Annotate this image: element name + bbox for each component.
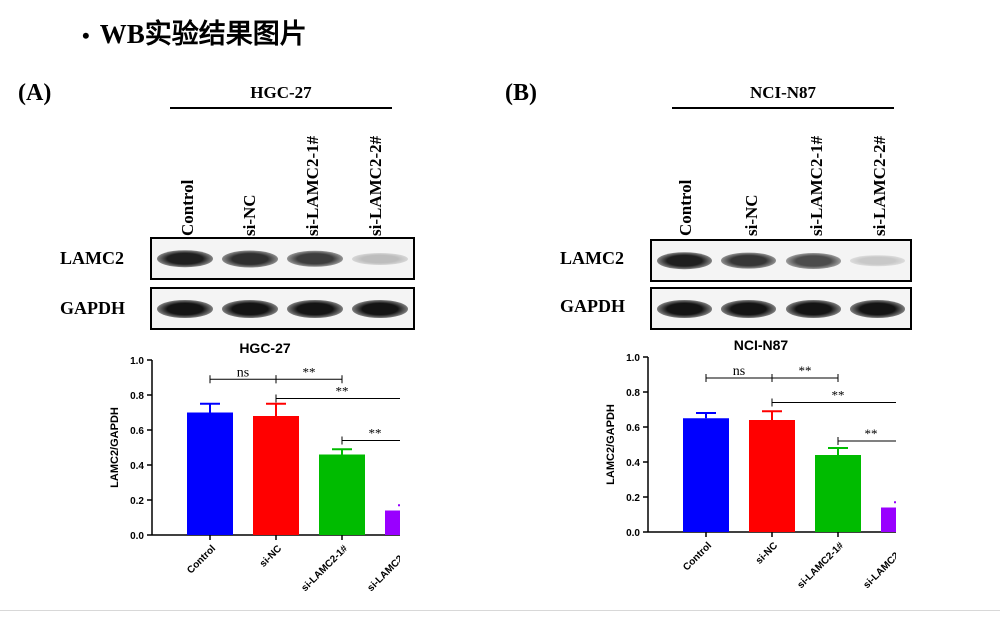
x-tick-label: si-NC bbox=[754, 540, 780, 566]
blot-band bbox=[352, 252, 409, 265]
y-tick-label: 1.0 bbox=[626, 353, 640, 364]
protein-label-a-lamc2: LAMC2 bbox=[60, 248, 124, 268]
blot-band bbox=[721, 252, 777, 269]
slide-footer-divider bbox=[0, 610, 1000, 611]
bar bbox=[683, 418, 729, 532]
significance-label: ** bbox=[336, 384, 349, 399]
blot-a-lamc2 bbox=[150, 237, 415, 280]
blot-b-lamc2 bbox=[650, 239, 912, 282]
blot-a-gapdh bbox=[150, 287, 415, 330]
lane-label-b-1: si-NC bbox=[742, 194, 761, 236]
x-tick-label: si-LAMC2-2# bbox=[366, 543, 400, 594]
y-tick-label: 0.6 bbox=[626, 423, 640, 434]
y-tick-label: 0.2 bbox=[130, 496, 144, 507]
cell-line-header-a: HGC-27 bbox=[170, 83, 392, 109]
x-tick-label: si-LAMC2-2# bbox=[862, 540, 896, 591]
y-tick-label: 0.8 bbox=[626, 388, 640, 399]
blot-band bbox=[287, 299, 344, 318]
lane-label-a-3: si-LAMC2-2# bbox=[366, 135, 385, 236]
lane-label-b-0: Control bbox=[676, 179, 695, 236]
y-tick-label: 0.0 bbox=[626, 528, 640, 539]
bar bbox=[749, 420, 795, 532]
bar bbox=[319, 454, 365, 535]
x-tick-label: si-LAMC2-1# bbox=[796, 540, 847, 591]
panel-label-a: (A) bbox=[18, 80, 52, 106]
chart-title: HGC-27 bbox=[239, 340, 291, 356]
lane-label-b-2: si-LAMC2-1# bbox=[807, 135, 826, 236]
lane-label-a-2: si-LAMC2-1# bbox=[303, 135, 322, 236]
significance-label: ** bbox=[832, 388, 845, 403]
significance-label: ** bbox=[303, 364, 316, 379]
cell-line-name-a: HGC-27 bbox=[250, 83, 312, 102]
x-tick-label: Control bbox=[185, 543, 218, 576]
bar bbox=[187, 412, 233, 535]
y-tick-label: 0.0 bbox=[130, 531, 144, 542]
protein-label-a-gapdh: GAPDH bbox=[60, 298, 125, 318]
protein-label-b-gapdh: GAPDH bbox=[560, 296, 625, 316]
y-tick-label: 0.6 bbox=[130, 426, 144, 437]
y-tick-label: 1.0 bbox=[130, 356, 144, 367]
significance-label: ** bbox=[799, 363, 812, 378]
significance-label: ** bbox=[369, 426, 382, 441]
lane-label-a-0: Control bbox=[178, 179, 197, 236]
panel-label-b: (B) bbox=[505, 80, 537, 106]
blot-band bbox=[656, 299, 712, 318]
y-axis-label: LAMC2/GAPDH bbox=[605, 404, 617, 485]
x-tick-label: Control bbox=[681, 540, 714, 573]
bar bbox=[253, 416, 299, 535]
lane-label-a-1: si-NC bbox=[240, 194, 259, 236]
x-tick-label: si-NC bbox=[258, 543, 284, 569]
blot-band bbox=[287, 250, 344, 267]
y-tick-label: 0.8 bbox=[130, 391, 144, 402]
y-tick-label: 0.4 bbox=[130, 461, 144, 472]
blot-band bbox=[656, 251, 712, 270]
title-text: WB实验结果图片 bbox=[99, 19, 307, 49]
title-bullet: • bbox=[82, 23, 90, 48]
bar-chart-b: NCI-N87 LAMC2/GAPDH 0.0 0.2 0.4 0.6 0.8 1.0 Cont… bbox=[605, 337, 896, 591]
blot-band bbox=[221, 299, 278, 318]
significance-label: ** bbox=[865, 426, 878, 441]
cell-line-name-b: NCI-N87 bbox=[749, 83, 817, 102]
y-tick-label: 0.2 bbox=[626, 493, 640, 504]
cell-line-header-b: NCI-N87 bbox=[672, 83, 894, 109]
protein-label-b-lamc2: LAMC2 bbox=[560, 248, 624, 268]
blot-band bbox=[850, 254, 906, 267]
bar-chart-a: HGC-27 LAMC2/GAPDH 0.0 0.2 0.4 0.6 0.8 1.0 Contr… bbox=[109, 340, 400, 594]
slide-title: • WB实验结果图片 bbox=[82, 12, 307, 51]
bar bbox=[385, 510, 400, 535]
y-tick-label: 0.4 bbox=[626, 458, 640, 469]
blot-band bbox=[156, 299, 213, 318]
cell-line-rule-b bbox=[672, 107, 894, 109]
blot-band bbox=[850, 299, 906, 318]
blot-band bbox=[156, 249, 213, 268]
blot-band bbox=[221, 249, 278, 268]
chart-title: NCI-N87 bbox=[734, 337, 789, 353]
bar bbox=[881, 507, 896, 532]
cell-line-rule-a bbox=[170, 107, 392, 109]
blot-band bbox=[785, 299, 841, 318]
significance-label: ns bbox=[237, 365, 249, 380]
lane-label-b-3: si-LAMC2-2# bbox=[870, 135, 889, 236]
y-axis-label: LAMC2/GAPDH bbox=[109, 407, 121, 488]
blot-band bbox=[721, 299, 777, 318]
blot-b-gapdh bbox=[650, 287, 912, 330]
significance-label: ns bbox=[733, 364, 745, 379]
bar bbox=[815, 455, 861, 532]
blot-band bbox=[352, 299, 409, 318]
blot-band bbox=[785, 252, 841, 269]
x-tick-label: si-LAMC2-1# bbox=[300, 543, 351, 594]
